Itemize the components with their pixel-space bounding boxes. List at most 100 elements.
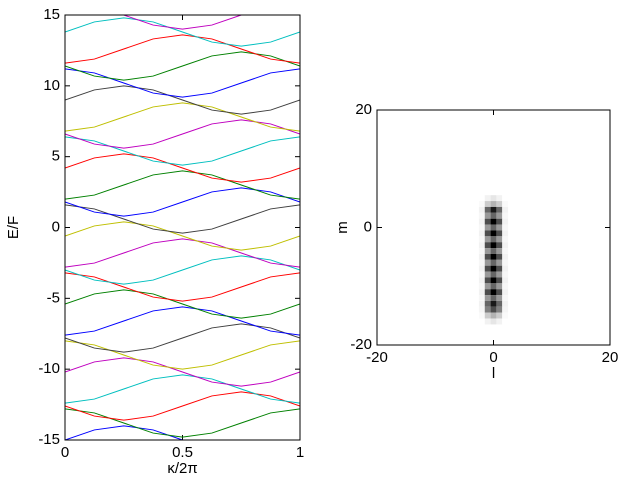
heat-cell bbox=[484, 230, 491, 237]
heat-cell bbox=[502, 195, 509, 202]
heat-cell bbox=[502, 248, 509, 254]
heat-cell bbox=[502, 230, 509, 237]
heat-cell bbox=[484, 277, 491, 284]
heat-cell bbox=[478, 201, 485, 207]
heat-cell bbox=[490, 277, 497, 284]
heat-cell bbox=[496, 277, 503, 284]
heat-cell bbox=[484, 201, 491, 207]
band-line bbox=[65, 272, 300, 302]
heat-cell bbox=[478, 295, 485, 301]
heat-cell bbox=[502, 253, 509, 260]
heat-cell bbox=[502, 306, 509, 313]
heat-cell bbox=[496, 236, 503, 243]
heat-cell bbox=[484, 206, 491, 213]
heat-cell bbox=[496, 206, 503, 213]
heat-cell bbox=[496, 271, 503, 278]
heat-cell bbox=[496, 295, 503, 301]
heat-cell bbox=[502, 236, 509, 243]
heat-cell bbox=[478, 265, 485, 272]
heat-cell bbox=[502, 212, 509, 219]
x-tick-label: 0 bbox=[489, 349, 497, 366]
heat-cell bbox=[502, 224, 509, 231]
heat-cell bbox=[484, 306, 491, 313]
band-line bbox=[65, 170, 300, 200]
heat-cell bbox=[478, 271, 485, 278]
y-tick-label: 20 bbox=[355, 101, 372, 118]
band-line bbox=[65, 102, 300, 132]
heat-cell bbox=[484, 283, 491, 290]
heat-cell bbox=[484, 259, 491, 266]
heat-cell bbox=[484, 271, 491, 278]
heat-cell bbox=[490, 236, 497, 243]
band-line bbox=[65, 391, 300, 421]
heat-cell bbox=[478, 306, 485, 313]
heat-cell bbox=[496, 195, 503, 202]
heat-cell bbox=[490, 224, 497, 231]
x-tick-label: 0.5 bbox=[172, 444, 193, 461]
heat-cell bbox=[502, 206, 509, 213]
heat-cell bbox=[502, 259, 509, 266]
y-axis-label: E/F bbox=[5, 216, 22, 239]
y-tick-label: 5 bbox=[52, 148, 60, 165]
y-tick-label: -15 bbox=[38, 431, 60, 448]
heat-cell bbox=[484, 295, 491, 301]
band-line bbox=[65, 425, 300, 440]
heat-cell bbox=[478, 236, 485, 243]
band-line bbox=[65, 136, 300, 166]
heat-cell bbox=[490, 295, 497, 301]
heat-cell bbox=[478, 224, 485, 231]
heat-cell bbox=[478, 300, 485, 307]
heat-cell bbox=[484, 300, 491, 307]
band-line bbox=[65, 340, 300, 370]
band-line bbox=[65, 187, 300, 217]
heat-cell bbox=[478, 289, 485, 296]
band-line bbox=[65, 85, 300, 115]
y-tick-label: 10 bbox=[43, 77, 60, 94]
x-tick-label: -20 bbox=[366, 349, 388, 366]
heat-cell bbox=[490, 242, 497, 249]
heat-cell bbox=[490, 212, 497, 219]
band-line bbox=[65, 119, 300, 149]
heat-cell bbox=[490, 201, 497, 207]
heat-cell bbox=[496, 230, 503, 237]
heat-cell bbox=[502, 283, 509, 290]
heat-cell bbox=[490, 318, 497, 325]
heat-cell bbox=[490, 312, 497, 319]
heat-cell bbox=[478, 195, 485, 202]
heat-cell bbox=[496, 318, 503, 325]
y-axis-label: m bbox=[334, 221, 351, 234]
heat-cell bbox=[496, 289, 503, 296]
band-line bbox=[65, 306, 300, 336]
heat-cell bbox=[502, 271, 509, 278]
heat-cell bbox=[502, 295, 509, 301]
heat-cell bbox=[478, 312, 485, 319]
heat-cell bbox=[478, 230, 485, 237]
x-tick-label: 20 bbox=[602, 349, 619, 366]
heat-cell bbox=[502, 201, 509, 207]
heat-cell bbox=[496, 201, 503, 207]
band-line bbox=[65, 153, 300, 183]
y-tick-label: -5 bbox=[47, 289, 60, 306]
heat-cell bbox=[478, 259, 485, 266]
plot-area bbox=[478, 195, 509, 325]
heat-cell bbox=[496, 248, 503, 254]
heat-cell bbox=[490, 253, 497, 260]
band-line bbox=[65, 374, 300, 404]
heat-cell bbox=[490, 218, 497, 225]
heat-cell bbox=[496, 253, 503, 260]
y-tick-label: -20 bbox=[350, 336, 372, 353]
band-line bbox=[65, 68, 300, 98]
band-line bbox=[65, 204, 300, 234]
heat-cell bbox=[496, 259, 503, 266]
heat-cell bbox=[490, 265, 497, 272]
band-line bbox=[65, 255, 300, 285]
band-line bbox=[65, 221, 300, 251]
heat-cell bbox=[478, 277, 485, 284]
heat-cell bbox=[478, 253, 485, 260]
heat-cell bbox=[496, 306, 503, 313]
y-tick-label: 15 bbox=[43, 6, 60, 23]
heat-cell bbox=[490, 283, 497, 290]
heat-cell bbox=[490, 289, 497, 296]
heat-cell bbox=[496, 300, 503, 307]
x-axis-label: κ/2π bbox=[167, 460, 197, 477]
